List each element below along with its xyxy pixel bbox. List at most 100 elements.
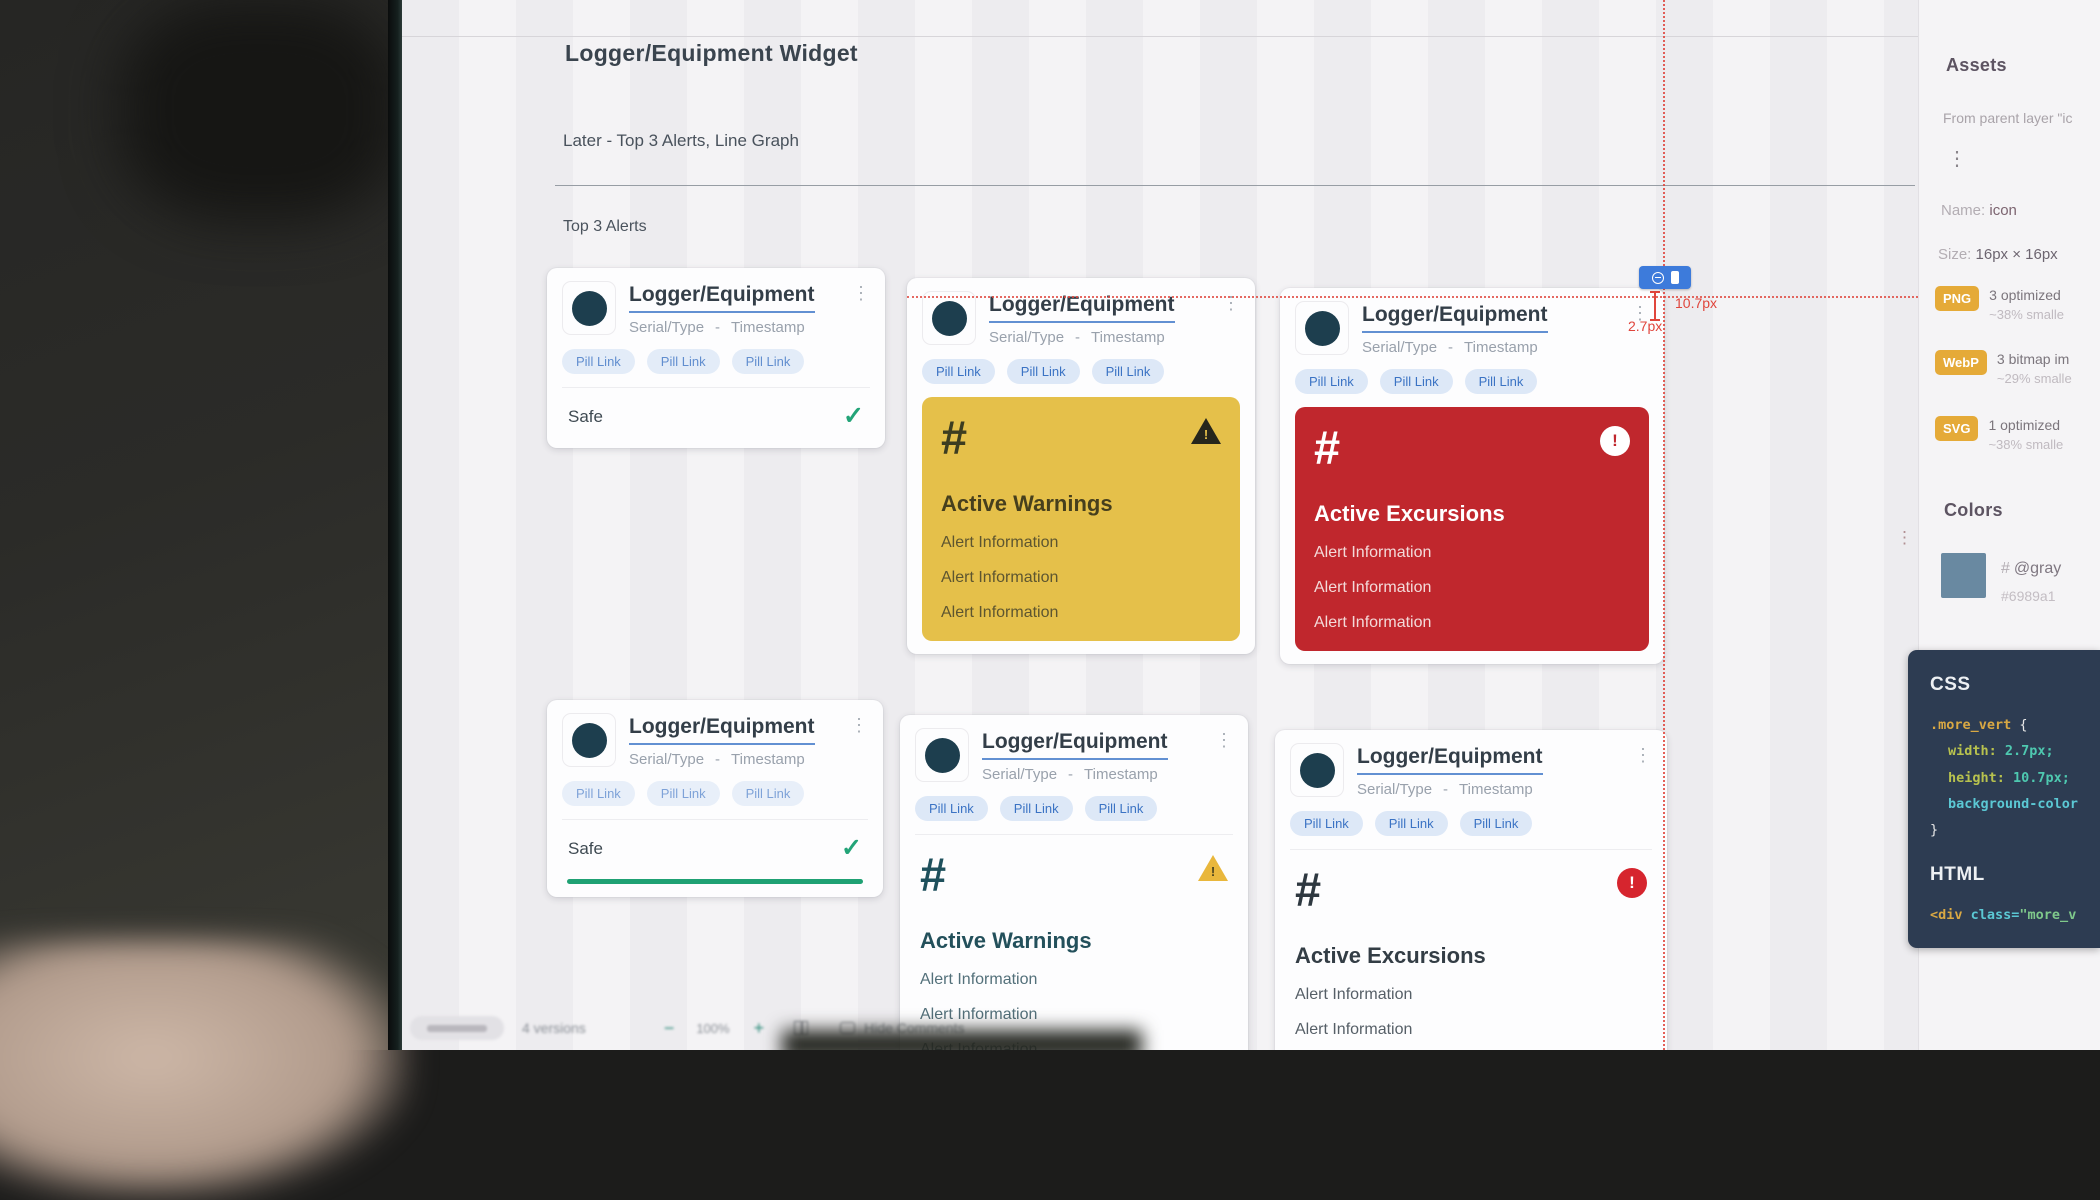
avatar <box>562 281 616 335</box>
export-row-png[interactable]: PNG 3 optimized ~38% smalle <box>1935 286 2100 322</box>
pill-link[interactable]: Pill Link <box>562 781 635 806</box>
pill-link[interactable]: Pill Link <box>1006 359 1080 384</box>
pill-link[interactable]: Pill Link <box>1290 811 1363 836</box>
measure-guide-horizontal <box>907 296 1918 298</box>
pill-link[interactable]: Pill Link <box>562 349 635 374</box>
card-title-link[interactable]: Logger/Equipment <box>1357 745 1543 775</box>
pill-link[interactable]: Pill Link <box>1084 796 1158 821</box>
logger-card-warning-outline[interactable]: Logger/Equipment Serial/Type - Timestamp… <box>900 715 1248 1050</box>
background-shadow <box>120 0 400 220</box>
alert-info-link[interactable]: Alert Information <box>1314 614 1432 631</box>
warning-alert-panel: # ! Active Warnings Alert Information Al… <box>915 834 1233 1050</box>
measure-height-label: 10.7px <box>1675 295 1718 311</box>
pill-link[interactable]: Pill Link <box>731 349 805 374</box>
more-vert-icon[interactable]: ⋮ <box>1222 293 1240 313</box>
name-label: Name: <box>1941 202 1986 219</box>
export-savings: ~38% smalle <box>1988 437 2064 452</box>
pill-link[interactable]: Pill Link <box>1379 369 1453 394</box>
logger-card-safe-bar[interactable]: Logger/Equipment Serial/Type - Timestamp… <box>547 700 883 897</box>
card-title-link[interactable]: Logger/Equipment <box>1362 303 1548 333</box>
pill-link[interactable]: Pill Link <box>922 359 995 384</box>
pill-link[interactable]: Pill Link <box>731 781 805 806</box>
card-title-link[interactable]: Logger/Equipment <box>982 730 1168 760</box>
more-vert-icon[interactable]: ⋮ <box>1634 745 1652 765</box>
avatar <box>922 291 976 345</box>
alert-info-link[interactable]: Alert Information <box>1314 579 1432 596</box>
alert-info-link[interactable]: Alert Information <box>920 1006 1038 1023</box>
alert-count-hash: # <box>941 411 968 464</box>
hash-prefix: # <box>2001 560 2010 577</box>
logger-card-excursion-outline[interactable]: Logger/Equipment Serial/Type - Timestamp… <box>1275 730 1667 1050</box>
size-label: Size: <box>1938 246 1972 263</box>
pill-link[interactable]: Pill Link <box>915 796 988 821</box>
pill-link[interactable]: Pill Link <box>1464 369 1538 394</box>
measure-ibeam <box>1650 291 1660 321</box>
badge-circle-icon <box>1651 271 1664 284</box>
screen-bottom-edge <box>782 1030 1142 1050</box>
avatar-circle-icon <box>931 300 967 336</box>
card-title-link[interactable]: Logger/Equipment <box>629 715 815 745</box>
avatar <box>1290 743 1344 797</box>
html-code-block[interactable]: <div class="more_v <box>1930 906 2077 923</box>
export-row-svg[interactable]: SVG 1 optimized ~38% smalle <box>1935 416 2100 452</box>
avatar-circle-icon <box>924 737 960 773</box>
export-row-webp[interactable]: WebP 3 bitmap im ~29% smalle <box>1935 350 2100 386</box>
css-code-block[interactable]: .more_vert { width: 2.7px; height: 10.7p… <box>1930 717 2079 839</box>
status-pill[interactable] <box>410 1016 504 1040</box>
versions-label[interactable]: 4 versions <box>522 1020 586 1036</box>
panel-grip-icon[interactable]: ⋮ <box>1896 528 1913 547</box>
more-vert-icon[interactable]: ⋮ <box>1215 730 1233 750</box>
excursion-exclaim-icon: ! <box>1600 426 1630 456</box>
name-value: icon <box>1989 202 2017 219</box>
color-name: @gray <box>2013 560 2062 577</box>
more-vert-icon[interactable]: ⋮ <box>1631 303 1649 323</box>
card-subtitle: Serial/Type - Timestamp <box>629 319 839 336</box>
pill-link[interactable]: Pill Link <box>1295 369 1368 394</box>
card-header: Logger/Equipment Serial/Type - Timestamp… <box>1290 743 1652 798</box>
alert-info-link[interactable]: Alert Information <box>1314 544 1432 561</box>
card-subtitle: Serial/Type - Timestamp <box>1357 781 1621 798</box>
export-description: 1 optimized <box>1988 417 2061 433</box>
card-header: Logger/Equipment Serial/Type - Timestamp… <box>562 713 868 768</box>
card-header: Logger/Equipment Serial/Type - Timestamp… <box>922 291 1240 346</box>
card-subtitle: Serial/Type - Timestamp <box>982 766 1202 783</box>
check-icon: ✓ <box>843 402 864 430</box>
pill-link[interactable]: Pill Link <box>646 349 720 374</box>
avatar-circle-icon <box>1304 310 1340 346</box>
pill-link[interactable]: Pill Link <box>1091 359 1165 384</box>
alert-info-link[interactable]: Alert Information <box>941 569 1059 586</box>
excursion-alert-panel: # ! Active Excursions Alert Information … <box>1290 849 1652 1050</box>
zoom-level[interactable]: 100% <box>696 1020 730 1036</box>
serial-type-label: Serial/Type <box>1357 781 1433 798</box>
alert-info-link[interactable]: Alert Information <box>920 971 1038 988</box>
zoom-in-button[interactable]: + <box>753 1017 765 1038</box>
serial-type-label: Serial/Type <box>629 751 705 768</box>
alert-heading: Active Excursions <box>1314 501 1505 526</box>
pill-link[interactable]: Pill Link <box>999 796 1073 821</box>
pill-row: Pill Link Pill Link Pill Link <box>562 781 868 806</box>
safe-status-label: Safe <box>568 406 603 426</box>
logger-card-safe[interactable]: Logger/Equipment Serial/Type - Timestamp… <box>547 268 885 448</box>
logger-card-excursion-filled[interactable]: Logger/Equipment Serial/Type - Timestamp… <box>1280 288 1664 664</box>
alert-info-link[interactable]: Alert Information <box>941 534 1059 551</box>
alert-info-link[interactable]: Alert Information <box>941 604 1059 621</box>
card-title-link[interactable]: Logger/Equipment <box>629 283 815 313</box>
more-vert-icon[interactable]: ⋮ <box>850 715 868 735</box>
logger-card-warning-filled[interactable]: Logger/Equipment Serial/Type - Timestamp… <box>907 278 1255 654</box>
color-name-row: # @gray <box>2001 560 2061 578</box>
alert-info-link[interactable]: Alert Information <box>1295 986 1413 1003</box>
timestamp-label: Timestamp <box>1464 339 1538 356</box>
zoom-out-button[interactable]: − <box>663 1017 675 1038</box>
pill-link[interactable]: Pill Link <box>646 781 720 806</box>
pill-link[interactable]: Pill Link <box>1459 811 1533 836</box>
section-label: Top 3 Alerts <box>563 218 647 235</box>
more-vert-icon[interactable]: ⋮ <box>852 283 870 303</box>
pill-link[interactable]: Pill Link <box>1374 811 1448 836</box>
alert-info-link[interactable]: Alert Information <box>1295 1021 1413 1038</box>
pill-row: Pill Link Pill Link Pill Link <box>1295 369 1649 394</box>
timestamp-label: Timestamp <box>1091 329 1165 346</box>
color-swatch[interactable] <box>1941 553 1986 598</box>
serial-type-label: Serial/Type <box>1362 339 1438 356</box>
card-title-link[interactable]: Logger/Equipment <box>989 293 1175 323</box>
size-value: 16px × 16px <box>1975 246 2058 263</box>
